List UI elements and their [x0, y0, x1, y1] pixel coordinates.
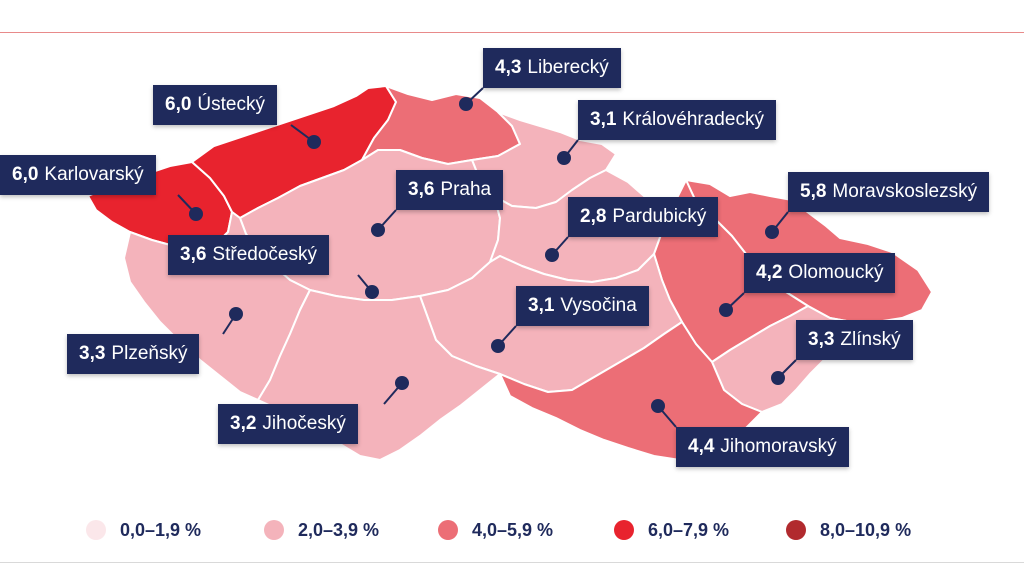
marker-dot-olomoucky	[719, 303, 733, 317]
region-jihomoravsky	[499, 321, 763, 461]
region-name: Moravskoslezský	[832, 181, 978, 202]
legend-swatch-icon	[264, 520, 284, 540]
region-name: Ústecký	[197, 94, 265, 115]
marker-dot-moravskoslezsky	[765, 225, 779, 239]
marker-dot-pardubicky	[545, 248, 559, 262]
region-name: Karlovarský	[44, 164, 144, 185]
legend-item: 6,0–7,9 %	[614, 515, 729, 545]
legend-swatch-icon	[614, 520, 634, 540]
top-rule	[0, 32, 1024, 33]
region-value: 4,3	[495, 57, 522, 78]
region-label-pardubicky: 2,8 Pardubický	[568, 197, 719, 237]
marker-dot-ustecky	[307, 135, 321, 149]
region-value: 4,2	[756, 262, 783, 283]
region-label-vysocina: 3,1 Vysočina	[516, 286, 649, 326]
marker-dot-liberecky	[459, 97, 473, 111]
region-value: 3,6	[408, 179, 435, 200]
marker-dot-zlinsky	[771, 371, 785, 385]
legend-label: 8,0–10,9 %	[820, 519, 912, 540]
region-value: 2,8	[580, 206, 607, 227]
region-name: Plzeňský	[111, 343, 188, 364]
region-value: 3,2	[230, 413, 257, 434]
region-label-moravskoslezsky: 5,8 Moravskoslezský	[788, 172, 990, 212]
region-name: Jihomoravský	[720, 436, 837, 457]
region-name: Zlínský	[840, 329, 901, 350]
region-name: Středočeský	[212, 244, 317, 265]
region-value: 4,4	[688, 436, 715, 457]
region-name: Jihočeský	[262, 413, 346, 434]
legend-label: 4,0–5,9 %	[472, 519, 554, 540]
region-label-plzensky: 3,3 Plzeňský	[67, 334, 200, 374]
region-value: 3,3	[808, 329, 835, 350]
marker-dot-jihocesky	[395, 376, 409, 390]
region-label-jihocesky: 3,2 Jihočeský	[218, 404, 358, 444]
region-label-ustecky: 6,0 Ústecký	[153, 85, 277, 125]
marker-dot-jihomoravsky	[651, 399, 665, 413]
region-name: Vysočina	[560, 295, 637, 316]
legend-swatch-icon	[86, 520, 106, 540]
region-value: 3,3	[79, 343, 106, 364]
region-value: 3,6	[180, 244, 207, 265]
region-label-karlovarsky: 6,0 Karlovarský	[0, 155, 156, 195]
region-value: 3,1	[528, 295, 555, 316]
region-label-zlinsky: 3,3 Zlínský	[796, 320, 913, 360]
legend-label: 6,0–7,9 %	[648, 519, 730, 540]
marker-dot-plzensky	[229, 307, 243, 321]
marker-dot-kralovehradecky	[557, 151, 571, 165]
legend-item: 4,0–5,9 %	[438, 515, 553, 545]
legend-item: 8,0–10,9 %	[786, 515, 911, 545]
region-name: Liberecký	[527, 57, 609, 78]
region-label-liberecky: 4,3 Liberecký	[483, 48, 621, 88]
region-label-stredocesky: 3,6 Středočeský	[168, 235, 329, 275]
region-value: 5,8	[800, 181, 827, 202]
legend-item: 0,0–1,9 %	[86, 515, 201, 545]
region-name: Praha	[440, 179, 492, 200]
legend-label: 2,0–3,9 %	[298, 519, 380, 540]
region-name: Olomoucký	[788, 262, 884, 283]
legend-swatch-icon	[786, 520, 806, 540]
region-name: Pardubický	[612, 206, 707, 227]
legend: 0,0–1,9 % 2,0–3,9 % 4,0–5,9 % 6,0–7,9 % 8,0–…	[0, 515, 1024, 545]
marker-dot-praha	[371, 223, 385, 237]
legend-label: 0,0–1,9 %	[120, 519, 202, 540]
leaders-layer	[177, 87, 797, 428]
marker-dot-vysocina	[491, 339, 505, 353]
region-name: Královéhradecký	[622, 109, 764, 130]
bottom-rule	[0, 562, 1024, 563]
marker-dot-stredocesky	[365, 285, 379, 299]
region-value: 6,0	[165, 94, 192, 115]
region-label-praha: 3,6 Praha	[396, 170, 504, 210]
region-value: 6,0	[12, 164, 39, 185]
region-label-jihomoravsky: 4,4 Jihomoravský	[676, 427, 849, 467]
region-label-kralovehradecky: 3,1 Královéhradecký	[578, 100, 776, 140]
region-label-olomoucky: 4,2 Olomoucký	[744, 253, 896, 293]
legend-item: 2,0–3,9 %	[264, 515, 379, 545]
legend-swatch-icon	[438, 520, 458, 540]
marker-dot-karlovarsky	[189, 207, 203, 221]
region-value: 3,1	[590, 109, 617, 130]
